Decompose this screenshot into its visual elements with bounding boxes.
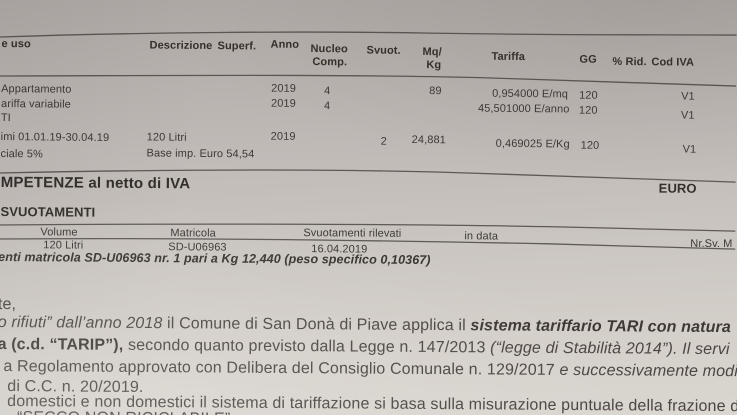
line3-normal: secondo quanto previsto dalla Legge n. 1… (123, 336, 491, 357)
line3-bold: a (c.d. “TARIP”), (0, 335, 124, 354)
rule-competenze-top (0, 169, 736, 183)
paragraph-line-1: te, (0, 295, 17, 314)
rule-svuotamenti-mid (0, 237, 736, 250)
rule-svuotamenti-top (0, 223, 736, 232)
paragraph-line-4: a Regolamento approvato con Delibera del… (3, 358, 737, 381)
line2-italic: o rifiuti” dall’anno 2018 (0, 313, 163, 333)
rule-header-top (0, 31, 737, 38)
line4-italic: e successivamente modi (559, 361, 737, 381)
line4-normal: a Regolamento approvato con Delibera del… (3, 358, 560, 379)
paragraph-line-2: o rifiuti” dall’anno 2018 il Comune di S… (0, 314, 731, 337)
line2-normal: il Comune di San Donà di Piave applica i… (162, 315, 471, 335)
paragraph-line-7: “SECCO NON RICICLABILE” (17, 409, 230, 415)
paragraph-line-3: a (c.d. “TARIP”), secondo quanto previst… (0, 336, 730, 359)
line2-bold: sistema tariffario TARI con natura (470, 317, 732, 337)
line3-italic: (“legge di Stabilità 2014”). Il servi (490, 339, 730, 359)
rule-header-bottom (0, 74, 737, 87)
